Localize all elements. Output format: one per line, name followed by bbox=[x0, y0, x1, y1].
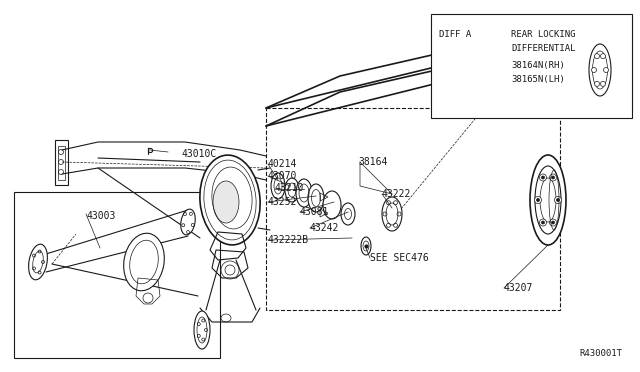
Bar bbox=[14, 192, 220, 358]
Text: SEE SEC476: SEE SEC476 bbox=[370, 253, 429, 263]
Text: R430001T: R430001T bbox=[579, 349, 622, 358]
Circle shape bbox=[595, 81, 600, 86]
Ellipse shape bbox=[180, 209, 195, 235]
Ellipse shape bbox=[323, 191, 341, 219]
Text: 43081: 43081 bbox=[300, 207, 330, 217]
Ellipse shape bbox=[382, 197, 402, 231]
Ellipse shape bbox=[29, 244, 47, 280]
Text: 43242: 43242 bbox=[310, 223, 339, 233]
Ellipse shape bbox=[308, 184, 324, 212]
Bar bbox=[266, 108, 560, 310]
Text: REAR LOCKING: REAR LOCKING bbox=[511, 30, 575, 39]
Ellipse shape bbox=[124, 233, 164, 291]
Circle shape bbox=[541, 176, 545, 179]
Circle shape bbox=[600, 81, 605, 86]
Ellipse shape bbox=[589, 44, 611, 96]
Circle shape bbox=[595, 54, 600, 59]
Text: 43210: 43210 bbox=[275, 183, 305, 193]
Text: 43252: 43252 bbox=[268, 197, 298, 207]
Circle shape bbox=[552, 176, 554, 179]
Circle shape bbox=[604, 67, 609, 73]
Text: 38165N(LH): 38165N(LH) bbox=[511, 75, 564, 84]
Circle shape bbox=[540, 174, 547, 181]
Ellipse shape bbox=[341, 203, 355, 225]
Ellipse shape bbox=[361, 237, 371, 255]
Ellipse shape bbox=[194, 311, 210, 349]
Text: 432222B: 432222B bbox=[268, 235, 309, 245]
Ellipse shape bbox=[285, 178, 299, 202]
Ellipse shape bbox=[200, 155, 260, 245]
Circle shape bbox=[541, 221, 545, 224]
Circle shape bbox=[536, 199, 540, 202]
Ellipse shape bbox=[296, 179, 312, 207]
Circle shape bbox=[550, 219, 557, 226]
Circle shape bbox=[534, 196, 541, 203]
Text: 40214: 40214 bbox=[268, 159, 298, 169]
Ellipse shape bbox=[271, 173, 285, 199]
Text: DIFF A: DIFF A bbox=[439, 30, 471, 39]
Ellipse shape bbox=[530, 155, 566, 245]
Circle shape bbox=[600, 54, 605, 59]
Bar bbox=[431, 14, 632, 118]
Circle shape bbox=[550, 174, 557, 181]
Circle shape bbox=[591, 67, 596, 73]
Text: DIFFERENTIAL: DIFFERENTIAL bbox=[511, 44, 575, 53]
Text: 43003: 43003 bbox=[86, 211, 115, 221]
Circle shape bbox=[557, 199, 559, 202]
Text: 43070: 43070 bbox=[268, 171, 298, 181]
Text: 43010C: 43010C bbox=[182, 149, 217, 159]
Text: 38164N(RH): 38164N(RH) bbox=[511, 61, 564, 70]
Circle shape bbox=[552, 221, 554, 224]
Text: 38164: 38164 bbox=[358, 157, 387, 167]
Ellipse shape bbox=[213, 181, 239, 223]
Circle shape bbox=[540, 219, 547, 226]
Circle shape bbox=[554, 196, 561, 203]
Text: 43207: 43207 bbox=[504, 283, 533, 293]
Text: 43222: 43222 bbox=[382, 189, 412, 199]
